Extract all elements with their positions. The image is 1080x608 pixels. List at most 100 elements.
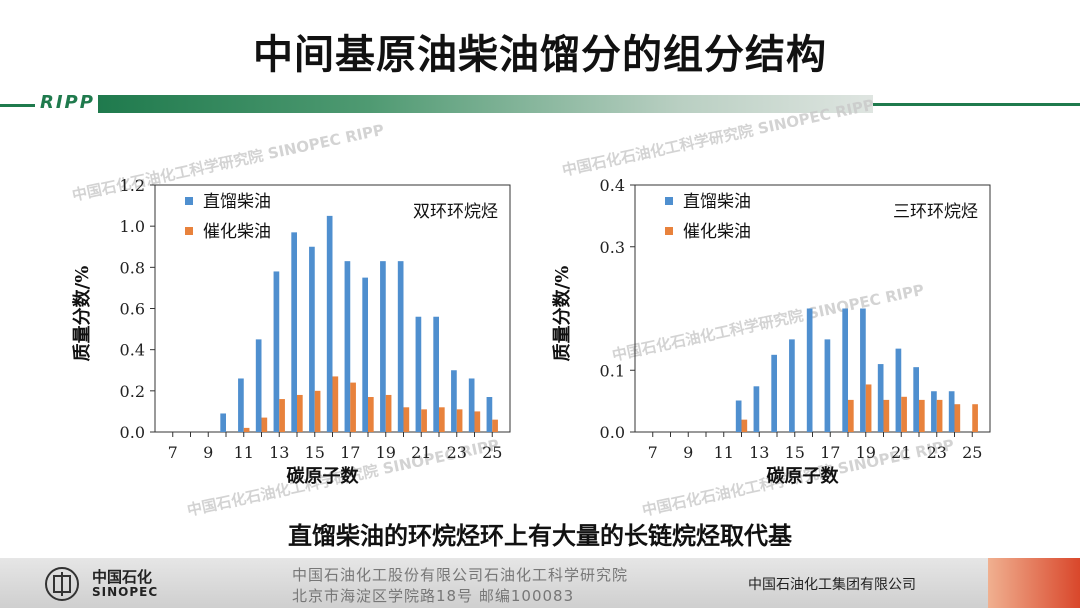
y-tick-label: 0.2 — [120, 382, 145, 401]
bar-straight-run — [220, 413, 226, 432]
x-tick-label: 11 — [234, 443, 254, 462]
footer-address: 北京市海淀区学院路18号 邮编100083 — [292, 587, 575, 605]
bar-catalytic — [972, 404, 978, 432]
footer-accent — [988, 558, 1080, 608]
bar-straight-run — [238, 378, 244, 432]
bar-straight-run — [255, 339, 262, 432]
bar-straight-run — [948, 391, 955, 432]
bar-straight-run — [913, 367, 919, 432]
bar-straight-run — [842, 308, 848, 432]
x-tick-label: 17 — [820, 443, 840, 462]
x-tick-label: 11 — [714, 443, 734, 462]
bar-catalytic — [279, 399, 285, 432]
y-tick-label: 0.4 — [600, 176, 625, 195]
bar-straight-run — [860, 308, 866, 432]
chart-annotation: 三环环烷烃 — [893, 202, 978, 222]
bar-catalytic — [883, 399, 890, 432]
bar-straight-run — [415, 316, 422, 432]
y-tick-label: 0.0 — [600, 423, 625, 442]
legend-label: 催化柴油 — [683, 222, 751, 242]
y-axis-label: 质量分数/% — [551, 266, 573, 362]
bar-catalytic — [314, 390, 321, 432]
x-tick-label: 7 — [648, 443, 658, 462]
footer-institute: 中国石油化工股份有限公司石油化工科学研究院 — [292, 566, 629, 584]
page-title: 中间基原油柴油馏分的组分结构 — [253, 32, 827, 78]
footer: 中国石化 SINOPEC 中国石油化工股份有限公司石油化工科学研究院 北京市海淀… — [0, 558, 1080, 608]
bicyclic-naphthene-chart: 0.0 0.2 0.4 0.6 0.8 1.0 1.2 7 9 11 13 15 17 19 21 23 25 直… — [71, 176, 511, 487]
bar-straight-run — [931, 391, 937, 432]
bar-straight-run — [895, 348, 902, 432]
x-tick-label: 25 — [482, 443, 502, 462]
x-tick-label: 9 — [203, 443, 213, 462]
x-tick-label: 17 — [340, 443, 360, 462]
bar-straight-run — [433, 316, 439, 432]
header-left-line — [0, 104, 35, 107]
bar-catalytic — [368, 397, 374, 432]
y-tick-label: 1.2 — [120, 176, 145, 195]
bar-straight-run — [735, 400, 742, 432]
x-tick-label: 15 — [785, 443, 805, 462]
bar-catalytic — [403, 407, 410, 432]
bar-catalytic — [243, 427, 250, 432]
x-tick-label: 21 — [891, 443, 911, 462]
chart-annotation: 双环环烷烃 — [413, 202, 498, 222]
x-tick-label: 19 — [856, 443, 876, 462]
ripp-label: RIPP — [40, 92, 95, 113]
bar-straight-run — [789, 339, 795, 432]
bar-catalytic — [919, 399, 925, 432]
header-gradient-bar — [98, 95, 873, 113]
bar-straight-run — [273, 271, 280, 432]
bar-straight-run — [291, 232, 297, 432]
legend-label: 直馏柴油 — [203, 192, 271, 212]
sinopec-logo-icon — [45, 567, 79, 601]
x-tick-label: 9 — [683, 443, 693, 462]
legend-swatch — [185, 227, 193, 235]
bar-straight-run — [806, 308, 813, 432]
logo-chinese-name: 中国石化 — [92, 568, 153, 586]
bar-catalytic — [297, 394, 303, 432]
x-tick-label: 13 — [269, 443, 289, 462]
bar-straight-run — [380, 261, 386, 432]
bar-straight-run — [771, 354, 777, 432]
legend-swatch — [185, 197, 193, 205]
bar-catalytic — [332, 376, 339, 432]
ripp-header-band: RIPP — [0, 92, 1080, 115]
bar-catalytic — [936, 399, 943, 432]
footer-company: 中国石油化工集团有限公司 — [748, 577, 916, 593]
bar-straight-run — [753, 386, 760, 432]
x-tick-label: 25 — [962, 443, 982, 462]
bar-straight-run — [309, 246, 315, 432]
x-axis-label: 碳原子数 — [287, 465, 360, 487]
x-tick-label: 7 — [168, 443, 178, 462]
bar-straight-run — [362, 277, 368, 432]
x-tick-label: 23 — [927, 443, 947, 462]
y-tick-label: 0.4 — [120, 341, 145, 360]
y-tick-label: 0.8 — [120, 258, 145, 277]
bar-catalytic — [954, 404, 961, 432]
bar-straight-run — [344, 261, 351, 432]
y-tick-label: 0.6 — [120, 300, 145, 319]
x-tick-label: 21 — [411, 443, 431, 462]
bar-catalytic — [848, 399, 854, 432]
bar-catalytic — [492, 419, 498, 432]
bar-catalytic — [901, 396, 907, 432]
x-tick-label: 15 — [305, 443, 325, 462]
conclusion-text: 直馏柴油的环烷烃环上有大量的长链烷烃取代基 — [288, 522, 792, 550]
x-tick-label: 13 — [749, 443, 769, 462]
bar-catalytic — [421, 409, 427, 432]
x-tick-label: 23 — [447, 443, 467, 462]
bar-straight-run — [877, 364, 884, 432]
legend-swatch — [665, 227, 673, 235]
bar-straight-run — [397, 261, 404, 432]
bar-straight-run — [451, 370, 457, 432]
y-axis-label: 质量分数/% — [71, 266, 93, 362]
y-tick-label: 0.1 — [600, 361, 625, 380]
header-right-line — [873, 103, 1080, 106]
bar-straight-run — [486, 397, 493, 432]
y-tick-label: 1.0 — [120, 217, 145, 236]
y-tick-label: 0.0 — [120, 423, 145, 442]
logo-english-name: SINOPEC — [92, 585, 159, 599]
legend-label: 直馏柴油 — [683, 192, 751, 212]
bar-catalytic — [385, 394, 392, 432]
x-tick-label: 19 — [376, 443, 396, 462]
